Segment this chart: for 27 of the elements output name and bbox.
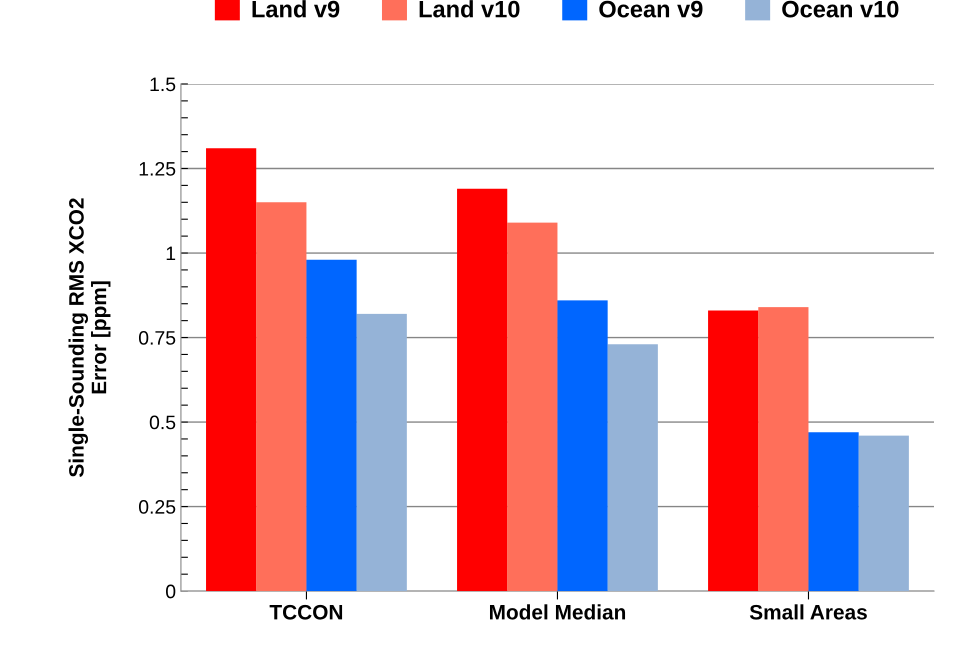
y-tick-label: 0: [166, 584, 176, 598]
bar: [758, 307, 808, 592]
x-tick-label: Small Areas: [750, 604, 867, 620]
bar: [557, 300, 608, 592]
bar: [858, 436, 909, 592]
y-tick-label: 0.5: [150, 416, 176, 430]
y-tick-label: 0.25: [138, 500, 176, 514]
x-tick-label: TCCON: [270, 604, 342, 620]
x-tick-label: Model Median: [490, 604, 626, 620]
bar: [306, 260, 357, 592]
y-tick-label: 0.75: [138, 331, 176, 345]
y-tick-label: 1: [166, 246, 176, 260]
legend-label: Land v9: [252, 0, 340, 18]
y-axis-title: Single-Sounding RMS XCO2 Error [ppm]: [68, 198, 110, 477]
bar: [206, 148, 256, 592]
y-tick-label: 1.5: [150, 78, 176, 92]
bar: [808, 432, 859, 592]
legend-label: Land v10: [420, 0, 520, 18]
bar: [256, 202, 306, 592]
legend-label: Ocean v9: [599, 0, 702, 18]
bar: [356, 314, 407, 592]
bar: [708, 310, 758, 592]
bar: [457, 188, 508, 592]
y-tick-label: 1.25: [140, 162, 176, 176]
bar: [608, 344, 658, 592]
bar: [507, 222, 558, 592]
legend-label: Ocean v10: [782, 0, 898, 18]
